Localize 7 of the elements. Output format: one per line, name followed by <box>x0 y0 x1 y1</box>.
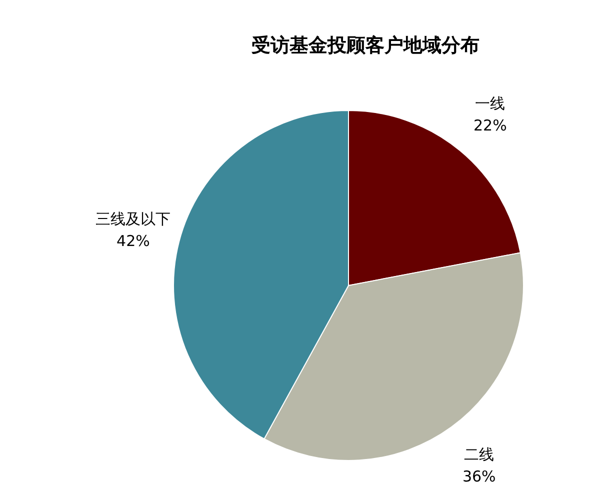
chart-title: 受访基金投顾客户地域分布 <box>252 34 480 56</box>
slice-label: 三线及以下 <box>96 210 171 228</box>
slice-label: 一线 <box>475 94 506 112</box>
data-label: 22% <box>474 116 507 134</box>
data-label: 36% <box>462 467 496 486</box>
data-label: 42% <box>116 232 150 250</box>
slice-label: 二线 <box>464 445 494 464</box>
